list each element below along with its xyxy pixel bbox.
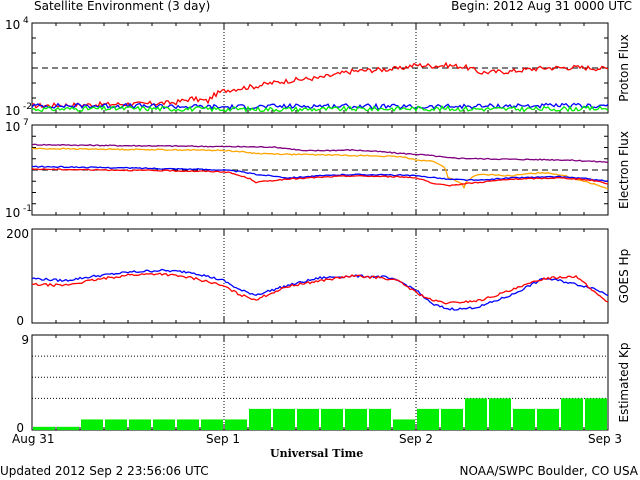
series-line (31, 272, 609, 305)
y-tick-label: 9 (21, 333, 29, 347)
kp-bar (585, 398, 607, 430)
kp-bar (297, 408, 319, 430)
kp-bar (129, 419, 151, 430)
series-line (31, 167, 609, 187)
kp-bar (81, 419, 103, 430)
kp-bar (201, 419, 223, 430)
kp-bar (369, 408, 391, 430)
x-tick-aug31: Aug 31 (12, 432, 55, 446)
y-tick-exponent: 7 (23, 118, 29, 128)
y-tick-label: 200 (6, 227, 29, 241)
series-line (31, 147, 609, 190)
y-tick-label: 0 (16, 421, 24, 435)
kp-bar (513, 408, 535, 430)
y-axis-label: Proton Flux (617, 34, 631, 101)
kp-bar (321, 408, 343, 430)
panel-kp (31, 334, 609, 431)
kp-bar (561, 398, 583, 430)
panel-hp (31, 228, 609, 324)
x-tick-sep3: Sep 3 (588, 432, 623, 446)
kp-bar (153, 419, 175, 430)
panel-electron (31, 124, 609, 216)
kp-bar (345, 408, 367, 430)
kp-bar (489, 398, 511, 430)
panel-frame (31, 228, 609, 324)
kp-bar (273, 408, 295, 430)
begin-time: Begin: 2012 Aug 31 0000 UTC (451, 0, 632, 13)
kp-bar (177, 419, 199, 430)
kp-bar (465, 398, 487, 430)
kp-bar (249, 408, 271, 430)
kp-bar (105, 419, 127, 430)
kp-bar (441, 408, 463, 430)
credit: NOAA/SWPC Boulder, CO USA (459, 464, 638, 478)
kp-bar (537, 408, 559, 430)
series-line (31, 105, 609, 113)
series-line (31, 143, 609, 163)
y-tick-label: 0 (16, 314, 24, 328)
y-tick-label: 10 (5, 104, 20, 118)
y-tick-label: 10 (5, 206, 20, 220)
series-line (31, 165, 609, 182)
x-axis-label: Universal Time (270, 447, 364, 460)
y-tick-label: 10 (5, 120, 20, 134)
kp-bar (417, 408, 439, 430)
updated-timestamp: Updated 2012 Sep 2 23:56:06 UTC (0, 464, 209, 478)
kp-bar (393, 419, 415, 430)
series-line (31, 268, 609, 311)
kp-bar (225, 419, 247, 430)
chart-title: Satellite Environment (3 day) (34, 0, 211, 13)
y-axis-label: Estimated Kp (617, 343, 631, 423)
y-tick-exponent: -1 (23, 204, 32, 214)
y-tick-exponent: 4 (23, 16, 29, 26)
x-tick-sep2: Sep 2 (399, 432, 434, 446)
y-axis-label: GOES Hp (617, 249, 631, 303)
panel-frame (31, 22, 609, 114)
y-axis-label: Electron Flux (617, 131, 631, 209)
kp-bar (57, 426, 79, 430)
y-tick-label: 10 (5, 18, 20, 32)
panel-proton (31, 22, 609, 114)
kp-bar (33, 426, 55, 430)
x-tick-sep1: Sep 1 (206, 432, 241, 446)
series-line (31, 61, 609, 109)
y-tick-exponent: -2 (23, 102, 32, 112)
